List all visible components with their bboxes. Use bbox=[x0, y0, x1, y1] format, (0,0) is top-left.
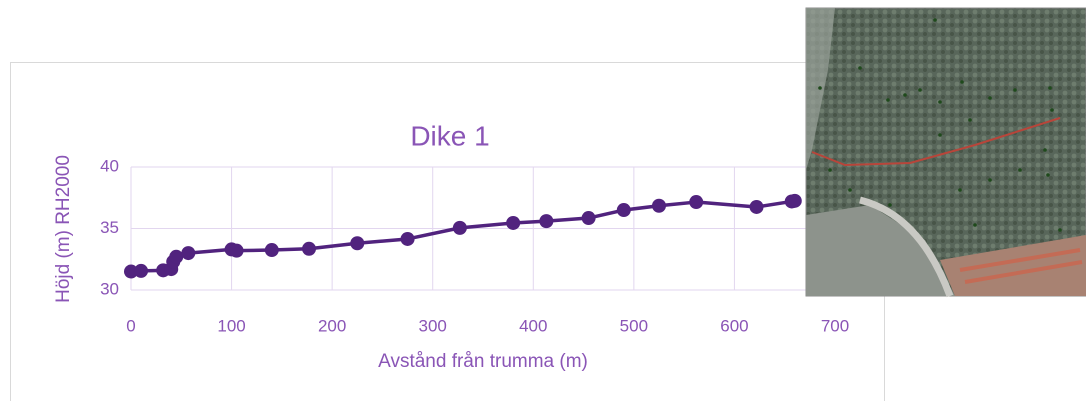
data-point bbox=[652, 198, 666, 213]
data-point bbox=[124, 264, 138, 279]
chart-title: Dike 1 bbox=[410, 120, 489, 151]
x-tick-label: 700 bbox=[821, 316, 849, 335]
x-tick-label: 400 bbox=[519, 316, 547, 335]
y-tick-label: 40 bbox=[100, 156, 119, 175]
data-point bbox=[229, 243, 244, 258]
data-point bbox=[350, 236, 365, 251]
y-tick-label: 35 bbox=[100, 218, 119, 237]
x-tick-label: 0 bbox=[126, 316, 135, 335]
data-point bbox=[506, 215, 521, 230]
x-tick-label: 200 bbox=[318, 316, 346, 335]
x-tick-label: 600 bbox=[720, 316, 748, 335]
data-point bbox=[749, 199, 764, 214]
y-tick-label: 30 bbox=[100, 279, 119, 298]
data-point bbox=[400, 231, 415, 246]
data-point bbox=[169, 249, 184, 264]
data-point bbox=[581, 211, 596, 226]
data-point bbox=[264, 243, 279, 258]
x-axis-label: Avstånd från trumma (m) bbox=[378, 351, 588, 372]
data-point bbox=[302, 241, 317, 256]
x-tick-label: 300 bbox=[419, 316, 447, 335]
data-point bbox=[616, 203, 631, 218]
x-tick-label: 500 bbox=[620, 316, 648, 335]
data-point bbox=[539, 214, 554, 229]
data-point bbox=[134, 263, 149, 278]
y-axis-label: Höjd (m) RH2000 bbox=[53, 155, 74, 303]
aerial-map bbox=[805, 7, 1086, 298]
x-tick-label: 100 bbox=[217, 316, 245, 335]
data-point bbox=[787, 193, 802, 208]
data-point bbox=[689, 195, 704, 210]
data-point bbox=[452, 220, 467, 235]
data-point bbox=[181, 246, 196, 261]
